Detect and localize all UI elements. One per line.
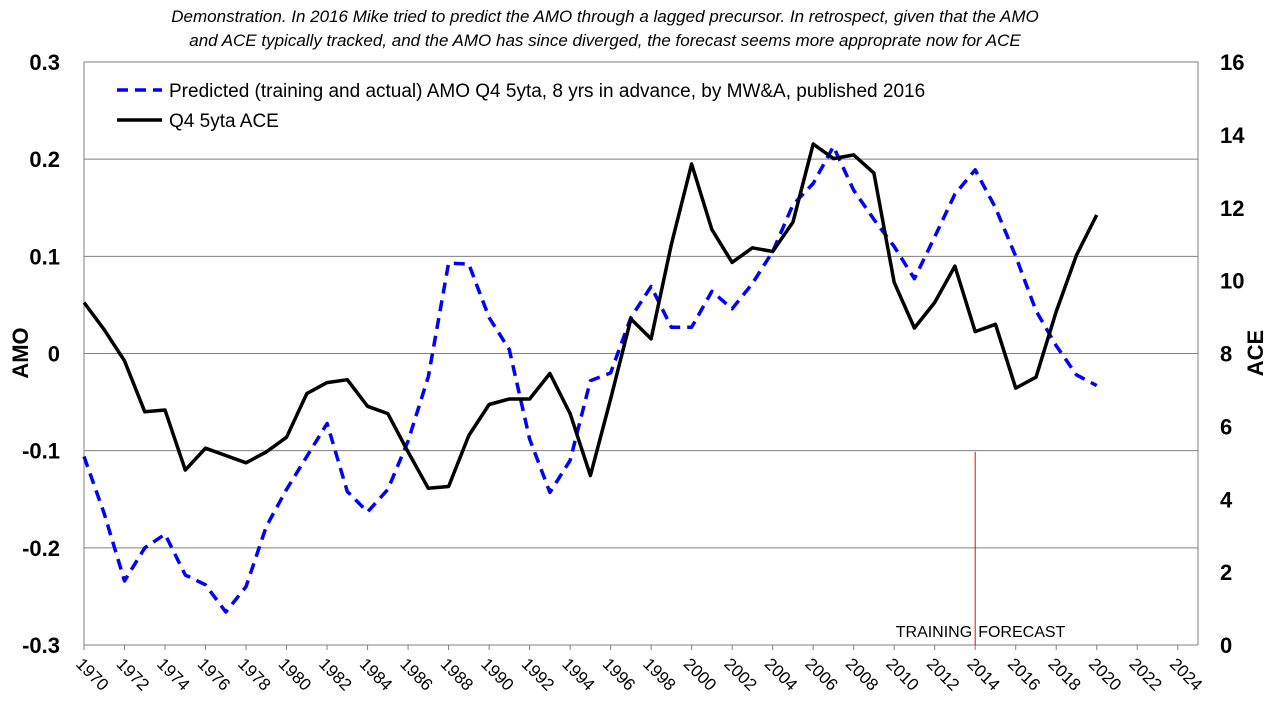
right-tick-label: 12	[1220, 196, 1244, 221]
series-group	[82, 142, 1099, 614]
x-tick-label: 1974	[153, 654, 193, 694]
x-tick-label: 1986	[396, 654, 436, 694]
x-tick-label: 1982	[315, 654, 355, 694]
right-tick-label: 10	[1220, 269, 1244, 294]
x-tick-label: 2002	[720, 654, 760, 694]
x-tick-label: 2004	[761, 654, 801, 694]
annotation-training: TRAINING	[896, 624, 972, 641]
legend: Predicted (training and actual) AMO Q4 5…	[117, 81, 925, 132]
right-tick-label: 8	[1220, 342, 1232, 367]
left-axis-ticks: -0.3 -0.2 -0.1 0 0.1 0.2 0.3	[22, 50, 60, 658]
annotations: TRAINING FORECAST	[896, 624, 1066, 641]
x-tick-label: 1998	[639, 654, 679, 694]
annotation-forecast: FORECAST	[978, 624, 1065, 641]
right-tick-label: 16	[1220, 50, 1244, 75]
left-tick-label: 0.1	[29, 244, 60, 269]
x-tick-label: 2012	[923, 654, 963, 694]
x-tick-label: 2014	[963, 654, 1003, 694]
left-tick-label: -0.1	[22, 439, 60, 464]
legend-label-predicted-amo: Predicted (training and actual) AMO Q4 5…	[169, 81, 925, 102]
right-tick-label: 14	[1220, 123, 1245, 148]
series-line-predicted-amo	[82, 144, 1098, 614]
x-tick-label: 1978	[234, 654, 274, 694]
x-tick-label: 2022	[1125, 654, 1165, 694]
series-line-ace	[82, 142, 1099, 491]
x-tick-label: 1976	[194, 654, 234, 694]
left-tick-label: 0.2	[29, 147, 60, 172]
right-axis-title: ACE	[1243, 330, 1268, 376]
x-tick-label: 1994	[558, 654, 598, 694]
left-tick-label: 0	[48, 342, 60, 367]
x-tick-label: 1992	[518, 654, 558, 694]
left-tick-label: 0.3	[29, 50, 60, 75]
x-tick-label: 2008	[842, 654, 882, 694]
x-tick-label: 2020	[1085, 654, 1125, 694]
right-tick-label: 6	[1220, 414, 1232, 439]
x-tick-label: 2016	[1004, 654, 1044, 694]
x-tick-label: 2006	[801, 654, 841, 694]
x-tick-label: 2010	[882, 654, 922, 694]
right-tick-label: 2	[1220, 560, 1232, 585]
chart-title-line-1: Demonstration. In 2016 Mike tried to pre…	[171, 7, 1038, 26]
left-tick-label: -0.2	[22, 536, 60, 561]
x-tick-label: 1984	[356, 654, 396, 694]
gridlines	[84, 61, 1198, 646]
x-axis-ticks: 1970 1972 1974 1976 1978 1980 1982 1984 1986 1988…	[72, 645, 1206, 695]
x-tick-label: 2018	[1044, 654, 1084, 694]
right-tick-label: 4	[1220, 487, 1233, 512]
x-tick-label: 1988	[437, 654, 477, 694]
x-tick-label: 1996	[599, 654, 639, 694]
x-tick-label: 1990	[477, 654, 517, 694]
x-tick-label: 1970	[72, 654, 112, 694]
right-axis-ticks: 0 2 4 6 8 10 12 14 16	[1220, 50, 1245, 658]
legend-label-ace: Q4 5yta ACE	[169, 111, 279, 132]
left-axis-title: AMO	[8, 327, 33, 378]
plot-frame	[83, 62, 1199, 646]
x-tick-label: 2024	[1166, 654, 1206, 694]
chart-title-line-2: and ACE typically tracked, and the AMO h…	[189, 31, 1021, 50]
x-tick-label: 1972	[113, 654, 153, 694]
left-tick-label: -0.3	[22, 633, 60, 658]
right-tick-label: 0	[1220, 633, 1232, 658]
x-tick-label: 1980	[275, 654, 315, 694]
x-tick-label: 2000	[680, 654, 720, 694]
